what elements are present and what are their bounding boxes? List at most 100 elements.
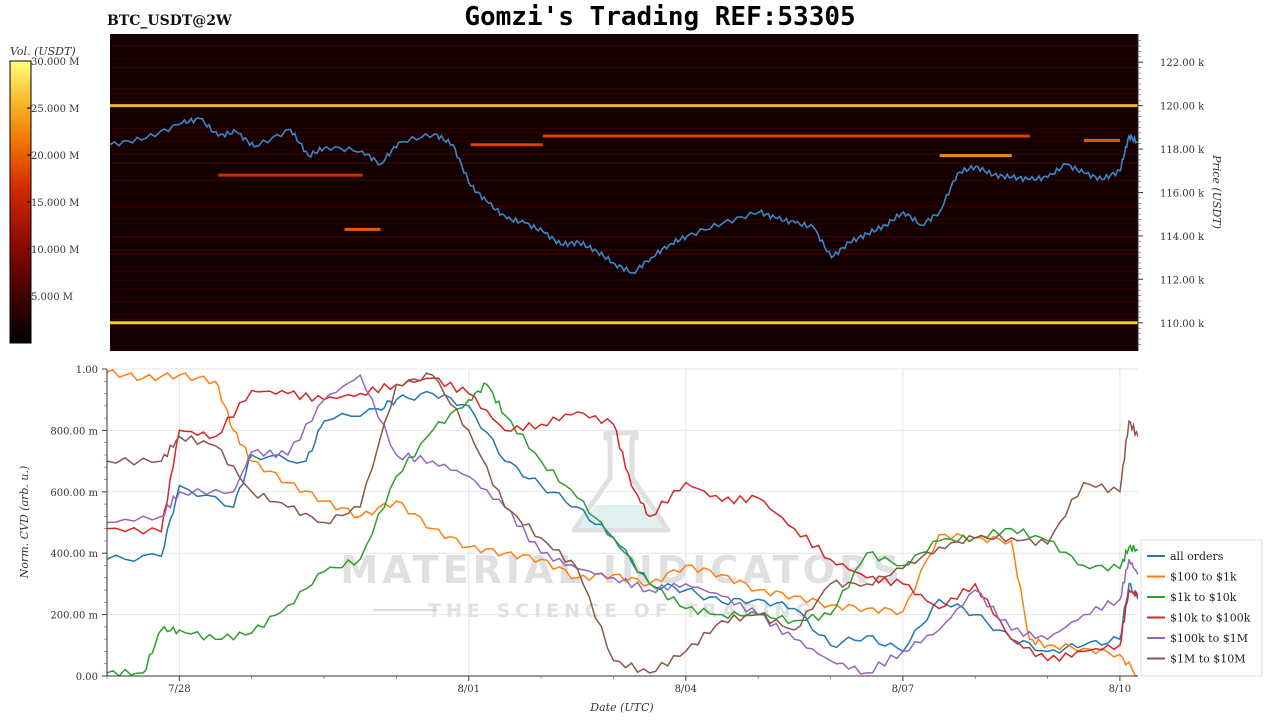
liquidity-band <box>110 331 1138 334</box>
cvd-y-tick-label: 800.00 m <box>50 426 98 437</box>
liquidity-band <box>110 222 1138 225</box>
liquidity-band <box>110 340 1138 342</box>
cvd-series-lines <box>107 369 1138 676</box>
liquidity-band <box>110 175 1138 177</box>
liquidity-band <box>110 288 1138 290</box>
liquidity-band <box>110 214 1138 216</box>
liquidity-band <box>110 131 1138 134</box>
liquidity-band <box>110 292 1138 294</box>
liquidity-band <box>110 123 1138 125</box>
price-tick-label: 110.00 k <box>1160 319 1205 330</box>
liquidity-band <box>110 149 1138 151</box>
liquidity-band <box>110 257 1138 260</box>
liquidity-band <box>110 192 1138 195</box>
liquidity-band <box>110 275 1138 277</box>
liquidity-wall <box>939 154 1012 158</box>
cvd-y-tick-label: 1.00 <box>76 365 98 376</box>
liquidity-band <box>110 57 1138 60</box>
liquidity-band <box>110 244 1138 247</box>
colorbar-tick-label: 10.000 M <box>31 245 79 256</box>
watermark-line2: THE SCIENCE OF TRADING <box>428 600 816 622</box>
price-tick-label: 114.00 k <box>1160 232 1205 243</box>
liquidity-wall <box>1083 138 1120 142</box>
liquidity-band <box>110 127 1138 129</box>
cvd-line-5 <box>107 372 1138 674</box>
cvd-line-3 <box>107 377 1138 663</box>
liquidity-wall <box>110 321 1138 325</box>
cvd-line-4 <box>107 373 1138 675</box>
cvd-x-tick-label: 8/01 <box>458 684 480 695</box>
liquidity-band <box>110 196 1138 199</box>
heatmap-panel: 110.00 k 112.00 k 114.00 k 116.00 k 118.00 k… <box>110 34 1223 351</box>
liquidity-band <box>110 266 1138 268</box>
liquidity-band <box>110 201 1138 203</box>
cvd-y-ticks: 0.00 200.00 m 400.00 m 600.00 m 800.00 m 1.00 <box>50 365 107 683</box>
liquidity-band <box>110 109 1138 112</box>
cvd-x-axis-label: Date (UTC) <box>589 701 653 714</box>
legend-item-label: $10k to $100k <box>1170 612 1251 625</box>
cvd-line-1 <box>107 369 1138 676</box>
legend-item-label: $100 to $1k <box>1170 571 1237 584</box>
liquidity-band <box>110 36 1138 38</box>
liquidity-band <box>110 170 1138 173</box>
price-tick-label: 112.00 k <box>1160 275 1205 286</box>
cvd-y-tick-label: 0.00 <box>76 672 98 683</box>
colorbar: Vol. (USDT) 5.000 M 10.000 M 15.000 M 20.00… <box>9 45 79 344</box>
liquidity-band <box>110 314 1138 316</box>
liquidity-band <box>110 309 1138 312</box>
liquidity-wall <box>110 104 1138 108</box>
colorbar-tick-label: 25.000 M <box>31 104 79 115</box>
colorbar-tick-label: 5.000 M <box>31 292 73 303</box>
colorbar-tick-label: 15.000 M <box>31 198 79 209</box>
cvd-x-ticks: 7/28 8/01 8/04 8/07 8/10 <box>106 676 1131 695</box>
liquidity-band <box>110 227 1138 229</box>
legend-item-label: all orders <box>1170 550 1224 563</box>
symbol-label: BTC_USDT@2W <box>107 13 232 29</box>
legend-item-label: $1k to $10k <box>1170 591 1237 604</box>
liquidity-band <box>110 301 1138 303</box>
liquidity-band <box>110 348 1138 351</box>
price-axis-ticks: 110.00 k 112.00 k 114.00 k 116.00 k 118.00 k… <box>1138 40 1205 345</box>
price-tick-label: 116.00 k <box>1160 189 1205 200</box>
liquidity-band <box>110 53 1138 56</box>
liquidity-band <box>110 296 1138 299</box>
liquidity-band <box>110 327 1138 329</box>
flask-icon <box>571 430 671 533</box>
liquidity-band <box>110 153 1138 156</box>
liquidity-band <box>110 144 1138 147</box>
price-tick-label: 118.00 k <box>1160 145 1205 156</box>
liquidity-band <box>110 205 1138 208</box>
liquidity-wall <box>218 173 363 177</box>
liquidity-band <box>110 253 1138 255</box>
cvd-y-tick-label: 400.00 m <box>50 549 98 560</box>
liquidity-band <box>110 162 1138 164</box>
liquidity-band <box>110 92 1138 95</box>
liquidity-band <box>110 240 1138 242</box>
legend-box <box>1140 539 1263 677</box>
liquidity-band <box>110 261 1138 264</box>
colorbar-tick-label: 30.000 M <box>31 57 79 68</box>
liquidity-band <box>110 79 1138 82</box>
liquidity-band <box>110 318 1138 321</box>
cvd-y-tick-label: 200.00 m <box>50 611 98 622</box>
liquidity-band <box>110 114 1138 116</box>
liquidity-band <box>110 66 1138 69</box>
liquidity-band <box>110 70 1138 73</box>
liquidity-band <box>110 101 1138 103</box>
watermark-line1: MATERIAL INDICATORS <box>340 548 903 592</box>
price-tick-label: 122.00 k <box>1160 58 1205 69</box>
liquidity-band <box>110 344 1138 347</box>
liquidity-band <box>110 49 1138 51</box>
liquidity-wall <box>344 227 381 231</box>
cvd-x-tick-label: 7/28 <box>168 684 190 695</box>
cvd-y-tick-label: 600.00 m <box>50 488 98 499</box>
colorbar-tick-label: 20.000 M <box>31 151 79 162</box>
liquidity-band <box>110 88 1138 90</box>
liquidity-band <box>110 218 1138 221</box>
liquidity-band <box>110 335 1138 338</box>
cvd-y-axis-label: Norm. CVD (arb. u.) <box>18 466 31 580</box>
liquidity-band <box>110 83 1138 86</box>
cvd-x-tick-label: 8/07 <box>892 684 914 695</box>
legend-item-label: $100k to $1M <box>1170 632 1248 645</box>
liquidity-band <box>110 166 1138 169</box>
